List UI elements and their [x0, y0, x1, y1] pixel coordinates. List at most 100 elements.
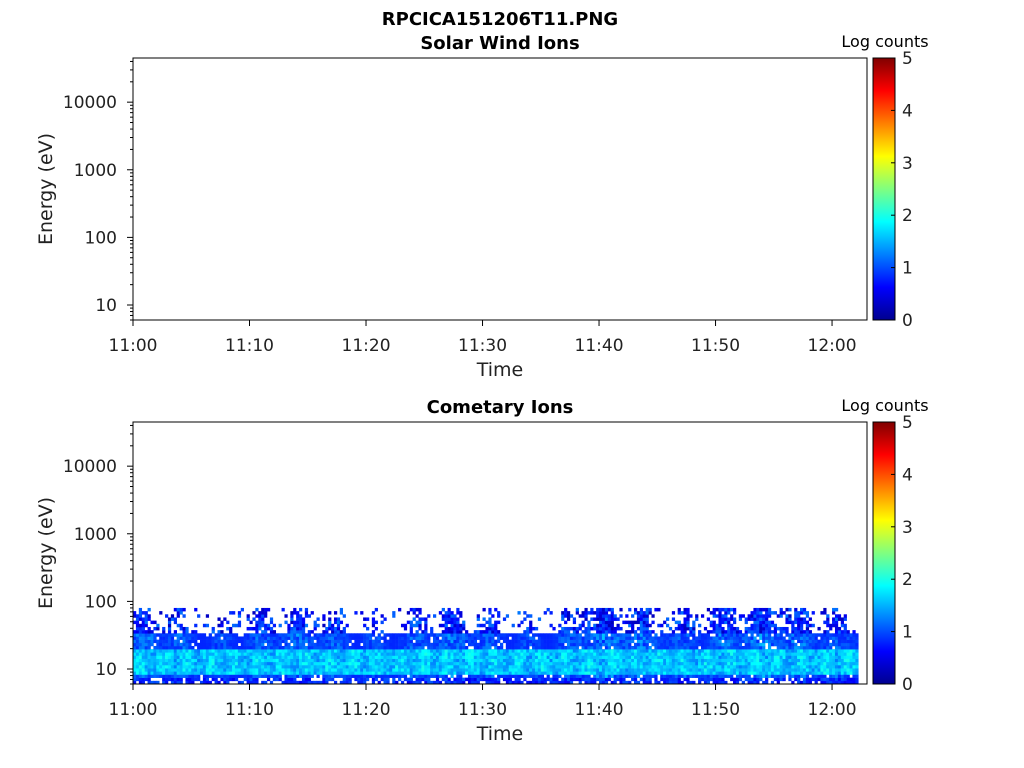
spectrogram-cell — [759, 668, 763, 672]
spectrogram-cell — [852, 661, 856, 666]
spectrogram-cell — [651, 674, 655, 678]
spectrogram-cell — [593, 611, 597, 615]
spectrogram-cell — [159, 649, 163, 653]
spectrogram-cell — [135, 626, 140, 631]
spectrogram-cell — [258, 649, 262, 653]
spectrogram-cell — [179, 680, 183, 685]
spectrogram-cell — [173, 607, 177, 612]
spectrogram-cell — [162, 674, 166, 678]
spectrogram-cell — [264, 614, 268, 618]
spectrogram-cell — [272, 674, 277, 678]
spectrogram-cell — [441, 671, 445, 675]
spectrogram-cell — [232, 639, 236, 644]
spectrogram-cell — [683, 620, 687, 625]
spectrogram-cell — [208, 639, 212, 644]
spectrogram-cell — [692, 645, 696, 650]
spectrogram-cell — [188, 633, 192, 637]
spectrogram-cell — [613, 630, 617, 634]
spectrogram-cell — [433, 658, 437, 663]
spectrogram-cell — [462, 661, 466, 666]
spectrogram-cell — [645, 668, 649, 672]
spectrogram-cell — [767, 614, 772, 618]
spectrogram-cell — [325, 661, 329, 666]
spectrogram-cell — [660, 668, 664, 672]
spectrogram-cell — [421, 645, 425, 650]
spectrogram-cell — [368, 633, 373, 637]
spectrogram-cell — [581, 658, 585, 663]
spectrogram-cell — [197, 677, 201, 682]
spectrogram-cell — [660, 633, 664, 637]
spectrogram-cell — [199, 649, 204, 653]
spectrogram-cell — [735, 677, 740, 682]
spectrogram-cell — [313, 649, 317, 653]
spectrogram-cell — [523, 611, 527, 615]
spectrogram-cell — [517, 645, 521, 650]
spectrogram-cell — [400, 642, 405, 647]
spectrogram-cell — [730, 655, 734, 659]
spectrogram-cell — [322, 664, 326, 669]
spectrogram-cell — [668, 636, 673, 640]
spectrogram-cell — [756, 649, 760, 653]
spectrogram-cell — [229, 611, 233, 615]
spectrogram-cell — [765, 658, 769, 663]
spectrogram-cell — [476, 633, 480, 637]
spectrogram-cell — [791, 658, 795, 663]
spectrogram-cell — [552, 652, 556, 656]
spectrogram-cell — [351, 671, 355, 675]
spectrogram-cell — [380, 658, 384, 663]
spectrogram-cell — [776, 661, 780, 666]
spectrogram-cell — [584, 642, 588, 647]
spectrogram-cell — [566, 649, 571, 653]
spectrogram-cell — [520, 636, 524, 640]
spectrogram-cell — [689, 652, 693, 656]
spectrogram-cell — [546, 671, 550, 675]
spectrogram-cell — [269, 617, 274, 621]
colorbar-tick-label: 0 — [902, 675, 913, 695]
spectrogram-cell — [258, 633, 262, 637]
spectrogram-cell — [476, 680, 480, 685]
spectrogram-cell — [581, 611, 585, 615]
spectrogram-cell — [453, 645, 457, 650]
spectrogram-cell — [371, 658, 376, 663]
spectrogram-cell — [354, 611, 358, 615]
spectrogram-cell — [733, 626, 737, 631]
spectrogram-cell — [765, 614, 769, 618]
spectrogram-cell — [558, 639, 562, 644]
spectrogram-cell — [526, 655, 530, 659]
spectrogram-cell — [199, 652, 204, 656]
spectrogram-cell — [829, 671, 833, 675]
spectrogram-cell — [214, 658, 218, 663]
spectrogram-cell — [339, 630, 344, 634]
spectrogram-cell — [610, 680, 614, 685]
spectrogram-cell — [333, 658, 338, 663]
spectrogram-cell — [747, 674, 751, 678]
spectrogram-cell — [226, 620, 230, 625]
spectrogram-cell — [613, 633, 617, 637]
spectrogram-cell — [718, 607, 722, 612]
spectrogram-cell — [374, 658, 378, 663]
spectrogram-cell — [671, 671, 676, 675]
spectrogram-cell — [532, 633, 536, 637]
spectrogram-cell — [599, 668, 603, 672]
spectrogram-cell — [727, 649, 731, 653]
spectrogram-cell — [508, 655, 512, 659]
spectrogram-cell — [170, 668, 175, 672]
spectrogram-cell — [182, 645, 186, 650]
spectrogram-cell — [700, 645, 705, 650]
spectrogram-cell — [692, 636, 696, 640]
spectrogram-cell — [290, 611, 294, 615]
spectrogram-cell — [462, 623, 466, 628]
spectrogram-cell — [232, 674, 236, 678]
spectrogram-cell — [805, 636, 810, 640]
spectrogram-cell — [537, 671, 542, 675]
spectrogram-cell — [444, 674, 448, 678]
spectrogram-cell — [735, 639, 740, 644]
spectrogram-cell — [287, 671, 291, 675]
spectrogram-cell — [336, 661, 341, 666]
spectrogram-cell — [663, 658, 667, 663]
spectrogram-cell — [849, 664, 853, 669]
spectrogram-cell — [491, 623, 495, 628]
spectrogram-cell — [366, 649, 370, 653]
spectrogram-cell — [834, 633, 839, 637]
spectrogram-cell — [520, 655, 524, 659]
